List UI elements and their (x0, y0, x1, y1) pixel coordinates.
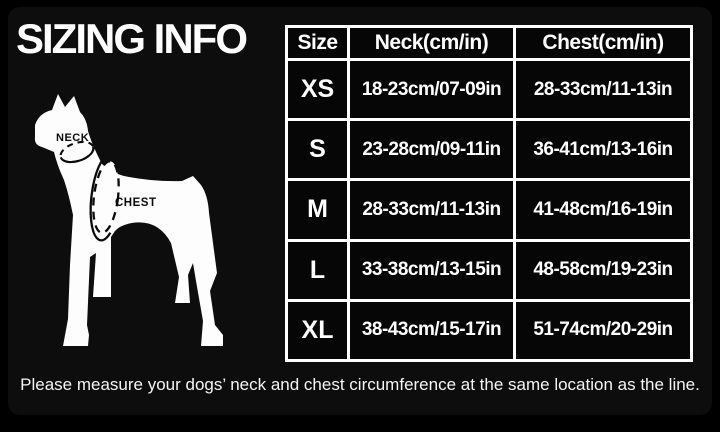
chest-label: CHEST (115, 197, 156, 209)
table-row-xl: XL 38-43cm/15-17in 51-74cm/20-29in (285, 298, 693, 363)
chest-measure-front-arc (89, 160, 112, 242)
size-cell: M (285, 178, 350, 242)
size-cell: S (285, 118, 350, 182)
col-header-size: Size (285, 25, 350, 61)
dog-measurement-diagram: NECK CHEST (34, 94, 224, 346)
chest-measure-line (92, 160, 120, 234)
table-row-s: S 23-28cm/09-11in 36-41cm/13-16in (285, 118, 693, 182)
chest-cell: 41-48cm/16-19in (513, 178, 693, 242)
neck-cell: 18-23cm/07-09in (347, 57, 516, 122)
chest-cell: 28-33cm/11-13in (513, 57, 693, 122)
size-cell: XS (285, 57, 350, 122)
col-header-chest: Chest(cm/in) (513, 25, 693, 61)
neck-cell: 28-33cm/11-13in (347, 178, 516, 242)
neck-cell: 38-43cm/15-17in (347, 298, 516, 363)
content-panel: SIZING INFO NECK CHEST Size Neck(cm/in) … (8, 7, 712, 415)
table-row-l: L 33-38cm/13-15in 48-58cm/19-23in (285, 238, 693, 302)
page-title: SIZING INFO (16, 15, 248, 62)
neck-cell: 23-28cm/09-11in (347, 118, 516, 182)
chest-cell: 36-41cm/13-16in (513, 118, 693, 182)
sizing-table: Size Neck(cm/in) Chest(cm/in) XS 18-23cm… (285, 25, 693, 363)
table-row-m: M 28-33cm/11-13in 41-48cm/16-19in (285, 178, 693, 242)
table-header-row: Size Neck(cm/in) Chest(cm/in) (285, 25, 693, 61)
chest-cell: 48-58cm/19-23in (513, 238, 693, 302)
chest-cell: 51-74cm/20-29in (513, 298, 693, 363)
table-row-xs: XS 18-23cm/07-09in 28-33cm/11-13in (285, 57, 693, 122)
neck-cell: 33-38cm/13-15in (347, 238, 516, 302)
neck-measure-front-arc (59, 146, 95, 164)
neck-label: NECK (56, 132, 89, 144)
col-header-neck: Neck(cm/in) (347, 25, 516, 61)
size-cell: XL (285, 298, 350, 363)
size-cell: L (285, 238, 350, 302)
measurement-note: Please measure your dogs’ neck and chest… (20, 375, 700, 394)
